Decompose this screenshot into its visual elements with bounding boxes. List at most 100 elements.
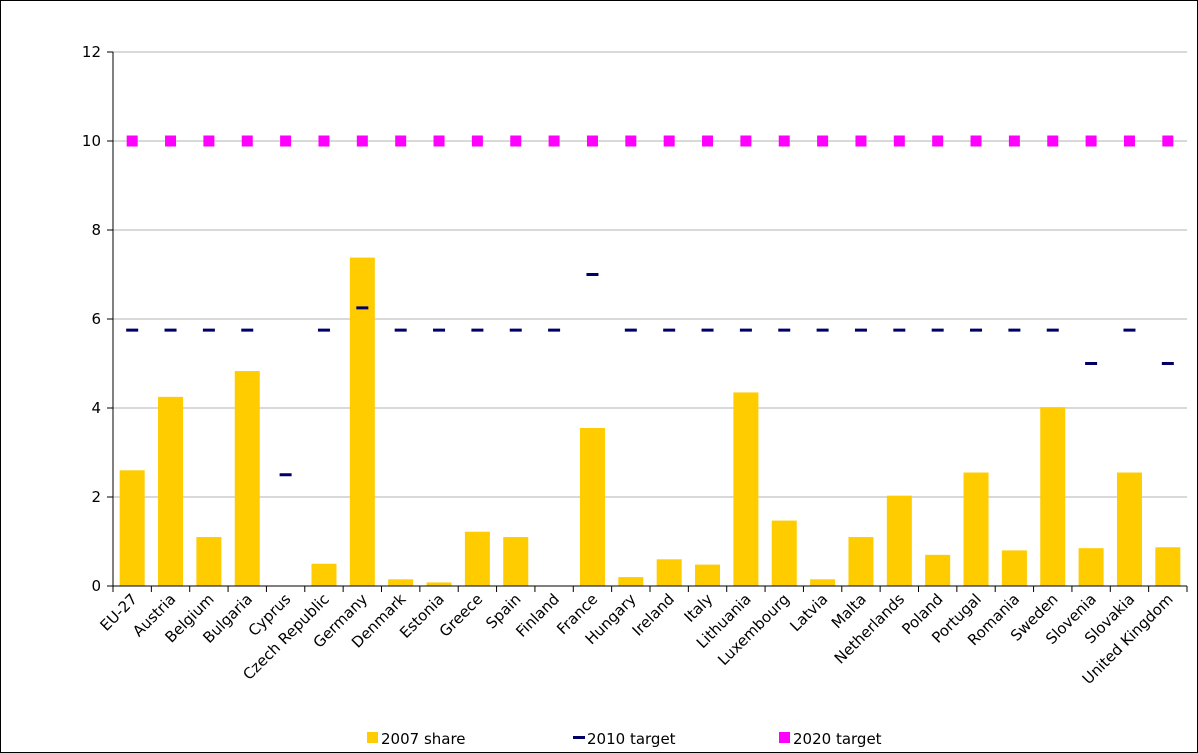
target-2020-marker-italy	[702, 135, 714, 147]
bar-ireland	[656, 559, 682, 586]
target-2020-marker-austria	[165, 135, 177, 147]
target-2020-marker-finland	[548, 135, 560, 147]
target-2010-marker-lithuania	[739, 328, 752, 332]
marker-series-2010-target	[126, 273, 1174, 477]
target-2010-marker-denmark	[394, 328, 407, 332]
target-2020-marker-spain	[510, 135, 522, 147]
y-tick-label: 12	[82, 43, 101, 61]
target-2020-marker-greece	[471, 135, 483, 147]
target-2010-marker-estonia	[433, 328, 446, 332]
target-2020-marker-denmark	[395, 135, 407, 147]
target-2020-marker-slovakia	[1123, 135, 1135, 147]
y-tick-label: 2	[91, 488, 101, 506]
target-2020-marker-slovenia	[1085, 135, 1097, 147]
target-2020-marker-poland	[932, 135, 944, 147]
legend-swatch-2007-share	[367, 732, 378, 743]
target-2010-marker-poland	[931, 328, 944, 332]
bar-belgium	[196, 537, 222, 586]
target-2010-marker-greece	[471, 328, 484, 332]
bar-italy	[695, 564, 721, 586]
target-2020-marker-germany	[356, 135, 368, 147]
bar-portugal	[963, 472, 989, 586]
target-2020-marker-bulgaria	[241, 135, 253, 147]
target-2010-marker-sweden	[1046, 328, 1059, 332]
target-2010-marker-czech-republic	[317, 328, 330, 332]
y-tick-label: 0	[91, 577, 101, 595]
target-2010-marker-united-kingdom	[1161, 362, 1174, 365]
bar-latvia	[810, 579, 836, 586]
target-2020-marker-united-kingdom	[1162, 135, 1174, 147]
target-2010-marker-cyprus	[279, 473, 292, 477]
bar-greece	[464, 531, 490, 586]
legend-label-2007-share: 2007 share	[381, 730, 466, 748]
target-2020-marker-eu-27	[126, 135, 138, 147]
legend-swatch-2020-target	[779, 732, 790, 743]
target-2020-marker-cyprus	[280, 135, 292, 147]
bar-spain	[503, 537, 529, 586]
bar-germany	[349, 257, 375, 586]
x-tick-label-latvia: Latvia	[786, 590, 831, 635]
marker-series-2020-target	[126, 135, 1174, 147]
bar-malta	[848, 537, 874, 586]
target-2020-marker-romania	[1008, 135, 1020, 147]
bar-eu-27	[119, 470, 145, 586]
target-2020-marker-lithuania	[740, 135, 752, 147]
bar-bulgaria	[234, 371, 260, 586]
target-2020-marker-netherlands	[893, 135, 905, 147]
target-2010-marker-hungary	[624, 328, 637, 332]
target-2010-marker-luxembourg	[778, 328, 791, 332]
target-2020-marker-hungary	[625, 135, 637, 147]
target-2020-marker-belgium	[203, 135, 215, 147]
axes	[107, 51, 1188, 592]
legend: 2007 share 2010 target 2020 target	[367, 730, 882, 748]
target-2010-marker-latvia	[816, 328, 829, 332]
bar-slovenia	[1078, 548, 1104, 586]
target-2010-marker-italy	[701, 328, 714, 332]
bar-czech-republic	[311, 563, 337, 586]
bar-lithuania	[733, 392, 759, 586]
bar-united-kingdom	[1155, 547, 1181, 586]
gridlines	[113, 51, 1187, 498]
bar-denmark	[388, 579, 414, 586]
target-2010-marker-austria	[164, 328, 177, 332]
bar-series-2007-share	[119, 257, 1181, 586]
target-2020-marker-ireland	[663, 135, 675, 147]
x-tick-label-greece: Greece	[436, 590, 486, 640]
target-2020-marker-czech-republic	[318, 135, 330, 147]
target-2020-marker-portugal	[970, 135, 982, 147]
y-tick-label: 4	[91, 399, 101, 417]
target-2020-marker-malta	[855, 135, 867, 147]
x-tick-label-finland: Finland	[512, 590, 563, 641]
target-2010-marker-bulgaria	[241, 328, 254, 332]
x-tick-label-ireland: Ireland	[629, 590, 678, 639]
bar-estonia	[426, 582, 452, 586]
target-2010-marker-belgium	[202, 328, 215, 332]
target-2020-marker-france	[586, 135, 598, 147]
target-2010-marker-malta	[854, 328, 867, 332]
target-2010-marker-germany	[356, 306, 369, 310]
target-2010-marker-slovakia	[1123, 328, 1136, 332]
target-2020-marker-sweden	[1047, 135, 1059, 147]
target-2010-marker-portugal	[970, 328, 983, 332]
bar-luxembourg	[771, 520, 797, 586]
target-2020-marker-luxembourg	[778, 135, 790, 147]
target-2020-marker-latvia	[817, 135, 829, 147]
bar-austria	[158, 396, 184, 586]
bar-netherlands	[886, 495, 912, 586]
target-2010-marker-spain	[509, 328, 522, 332]
bar-sweden	[1040, 407, 1066, 586]
target-2010-marker-romania	[1008, 328, 1021, 332]
target-2010-marker-ireland	[663, 328, 676, 332]
target-2010-marker-netherlands	[893, 328, 906, 332]
bar-hungary	[618, 577, 644, 586]
legend-label-2010-target: 2010 target	[587, 730, 676, 748]
legend-swatch-2010-target	[573, 736, 585, 739]
target-2010-marker-finland	[548, 328, 561, 332]
target-2010-marker-slovenia	[1085, 362, 1098, 365]
target-2010-marker-eu-27	[126, 328, 139, 332]
target-2010-marker-france	[586, 273, 599, 276]
y-tick-label: 8	[91, 221, 101, 239]
